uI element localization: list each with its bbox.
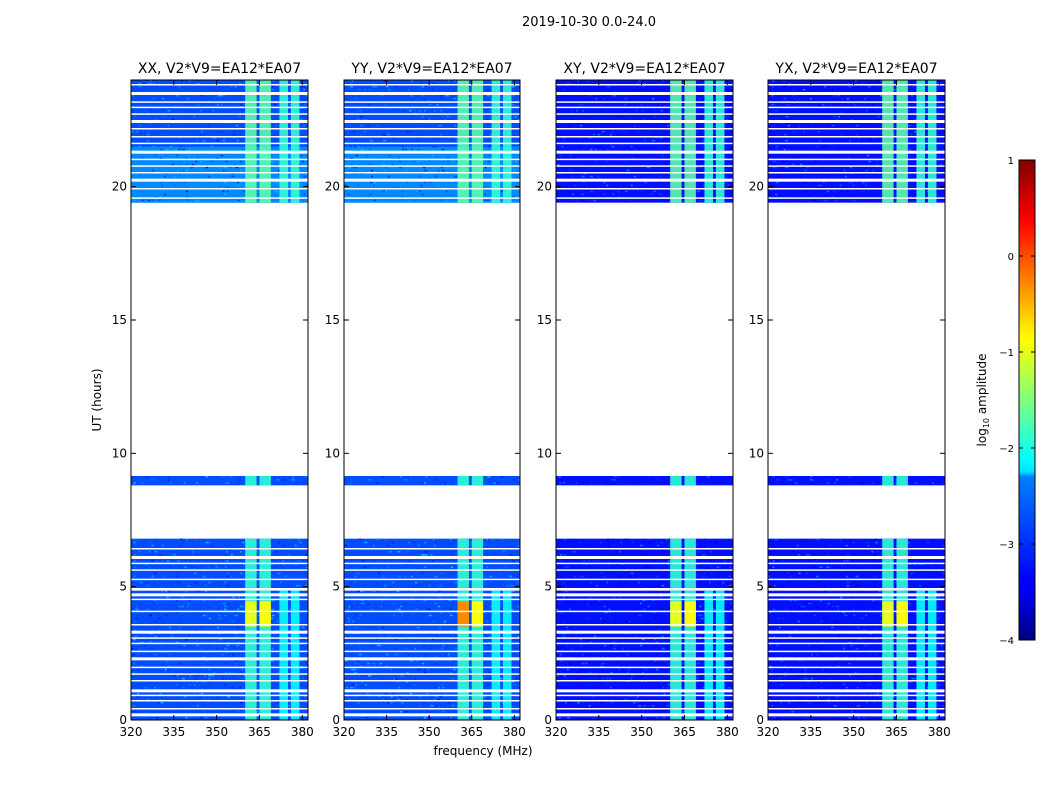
x-tick-label: 380 <box>291 725 314 739</box>
colorbar-tick-label: −4 <box>999 636 1014 647</box>
panel-title: YX, V2*V9=EA12*EA07 <box>774 61 937 77</box>
y-tick-label: 15 <box>325 313 340 327</box>
colorbar-tick-label: −2 <box>999 444 1014 455</box>
colorbar-tick-label: −1 <box>999 348 1014 359</box>
x-tick-label: 350 <box>842 725 865 739</box>
y-tick-label: 5 <box>332 580 340 594</box>
panel-title: YY, V2*V9=EA12*EA07 <box>350 61 512 77</box>
y-axis-label: UT (hours) <box>90 368 104 431</box>
y-tick-label: 15 <box>537 313 552 327</box>
x-tick-label: 380 <box>928 725 951 739</box>
axes-frame <box>130 79 309 721</box>
x-tick-label: 380 <box>716 725 739 739</box>
panel-title: XY, V2*V9=EA12*EA07 <box>563 61 725 77</box>
y-tick-label: 0 <box>332 713 340 727</box>
y-tick-label: 10 <box>325 446 340 460</box>
x-tick-label: 320 <box>757 725 780 739</box>
x-tick-label: 365 <box>885 725 908 739</box>
colorbar-label-rest: amplitude <box>975 354 989 418</box>
spectrogram-yx <box>768 80 945 720</box>
x-tick-label: 335 <box>587 725 610 739</box>
x-tick-label: 320 <box>333 725 356 739</box>
panel-title: XX, V2*V9=EA12*EA07 <box>138 61 301 77</box>
x-tick-label: 320 <box>545 725 568 739</box>
x-axis-label: frequency (MHz) <box>433 744 532 758</box>
y-tick-label: 15 <box>749 313 764 327</box>
x-tick-label: 350 <box>630 725 653 739</box>
spectrogram-xx <box>131 80 308 720</box>
colorbar-tick-label: −3 <box>999 540 1014 551</box>
colorbar-label-sub: 10 <box>982 418 991 428</box>
x-tick-label: 365 <box>673 725 696 739</box>
y-tick-label: 20 <box>537 180 552 194</box>
panel-yx: YX, V2*V9=EA12*EA07 320 335 350 365 380 0 5 10 15… <box>749 61 951 739</box>
y-tick-label: 20 <box>112 180 127 194</box>
x-tick-label: 365 <box>248 725 271 739</box>
y-tick-label: 20 <box>325 180 340 194</box>
y-tick-label: 0 <box>119 713 127 727</box>
x-tick-label: 320 <box>120 725 143 739</box>
x-tick-label: 350 <box>205 725 228 739</box>
panel-xy: XY, V2*V9=EA12*EA07 320 335 350 365 380 0 5 10 15… <box>537 61 739 739</box>
y-tick-label: 10 <box>537 446 552 460</box>
spectrogram-xy <box>556 80 733 720</box>
colorbar-gradient <box>1018 159 1036 641</box>
y-tick-label: 5 <box>756 580 764 594</box>
y-tick-label: 15 <box>112 313 127 327</box>
axes-frame <box>343 79 521 721</box>
panel-yy: YY, V2*V9=EA12*EA07 320 335 350 365 380 0 5 10 15… <box>325 61 526 739</box>
colorbar-label: log10 amplitude <box>975 354 991 447</box>
x-tick-label: 335 <box>375 725 398 739</box>
x-tick-label: 350 <box>418 725 441 739</box>
x-tick-label: 335 <box>162 725 185 739</box>
y-tick-label: 10 <box>749 446 764 460</box>
y-tick-label: 5 <box>544 580 552 594</box>
y-tick-label: 0 <box>544 713 552 727</box>
y-tick-label: 10 <box>112 446 127 460</box>
panel-xx: XX, V2*V9=EA12*EA07 320 335 350 365 380 0 5 10 15… <box>112 61 314 739</box>
spectrogram-yy <box>344 80 520 720</box>
figure-suptitle: 2019-10-30 0.0-24.0 <box>522 15 656 30</box>
x-tick-label: 365 <box>460 725 483 739</box>
x-tick-label: 335 <box>799 725 822 739</box>
axes-frame <box>767 79 946 721</box>
axes-frame <box>555 79 734 721</box>
colorbar-tick-label: 0 <box>1008 252 1014 263</box>
colorbar-label-main: log <box>975 428 989 446</box>
y-tick-label: 0 <box>756 713 764 727</box>
y-tick-label: 5 <box>119 580 127 594</box>
colorbar-tick-label: 1 <box>1008 156 1014 167</box>
x-tick-label: 380 <box>503 725 526 739</box>
y-tick-label: 20 <box>749 180 764 194</box>
colorbar: 10−1−2−3−4 log10 amplitude <box>975 156 1036 647</box>
